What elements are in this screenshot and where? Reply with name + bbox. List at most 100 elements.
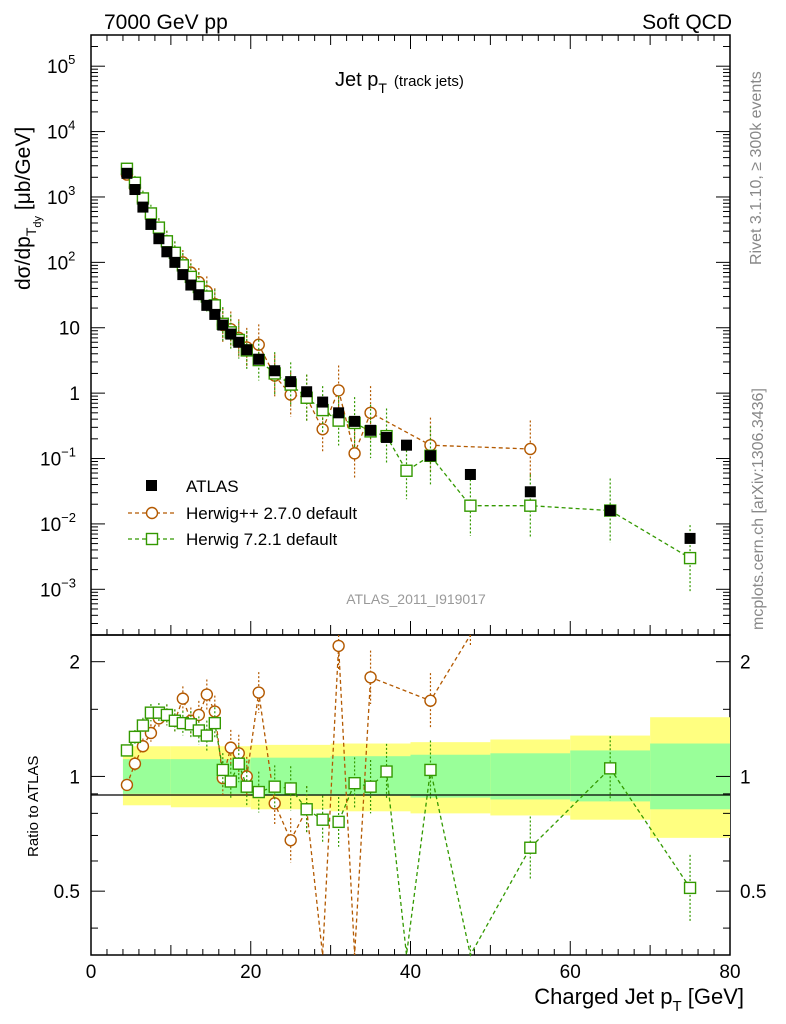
data-point: [128, 730, 142, 744]
data-point: [284, 782, 297, 795]
data-point: [252, 785, 265, 799]
x-tick-label: 40: [400, 962, 421, 983]
data-point: [233, 336, 245, 348]
data-point: [176, 692, 190, 705]
data-point: [301, 386, 313, 398]
data-point: [364, 780, 377, 793]
data-point: [240, 780, 253, 793]
legend-marker-herwig7: [145, 532, 159, 546]
data-point: [524, 499, 537, 512]
y-tick-label: 105: [47, 52, 75, 78]
rivet-version-text: Rivet 3.1.10, ≥ 300k events: [748, 71, 765, 265]
legend-label-atlas: ATLAS: [186, 477, 239, 496]
data-point: [137, 201, 149, 213]
legend-label-herwig7: Herwig 7.2.1 default: [186, 530, 337, 549]
data-point: [161, 246, 173, 258]
data-point: [193, 289, 205, 301]
ratio-y-tick-label: 0.5: [54, 882, 80, 903]
header-right: Soft QCD: [642, 11, 732, 34]
plot-title: Jet pT (track jets): [335, 69, 464, 96]
data-point: [136, 740, 150, 753]
y-tick-label: 10−1: [40, 445, 76, 471]
data-point: [604, 505, 616, 517]
data-point: [208, 716, 222, 730]
ratio-y-tick-label: 1: [69, 767, 80, 788]
data-point: [524, 841, 537, 854]
data-point: [300, 803, 313, 816]
x-tick-label: 20: [240, 962, 261, 983]
data-point: [224, 775, 237, 788]
x-tick-label: 60: [560, 962, 581, 983]
data-point: [424, 763, 437, 777]
ratio-y-tick-label-right: 2: [740, 653, 751, 674]
data-point: [401, 439, 413, 451]
data-point: [128, 757, 142, 770]
y-tick-label: 10−3: [40, 575, 76, 601]
data-point: [683, 551, 697, 565]
data-point: [129, 184, 141, 196]
data-point: [285, 376, 297, 388]
data-point: [683, 881, 697, 895]
data-point: [524, 442, 537, 456]
data-point: [317, 396, 329, 408]
analysis-watermark: ATLAS_2011_I919017: [346, 591, 486, 607]
data-point: [424, 450, 436, 462]
y-tick-label: 102: [47, 248, 75, 274]
y-tick-label: 10−2: [40, 510, 76, 536]
data-point: [120, 744, 134, 757]
data-point: [348, 776, 361, 790]
data-point: [209, 308, 221, 320]
data-point: [349, 415, 361, 427]
data-point: [232, 757, 245, 770]
data-point: [333, 407, 345, 419]
ratio-y-tick-label-right: 0.5: [740, 882, 766, 903]
ratio-y-tick-label-right: 1: [740, 767, 751, 788]
data-point: [253, 353, 265, 365]
data-point: [365, 424, 377, 436]
data-point: [185, 279, 197, 291]
data-point: [684, 532, 696, 544]
data-point: [144, 207, 158, 220]
mcplots-reference-text: mcplots.cern.ch [arXiv:1306.3436]: [750, 388, 767, 630]
data-point: [252, 686, 265, 699]
data-point: [177, 269, 189, 281]
main-y-axis-label: dσ/dpTdy [μb/GeV]: [12, 127, 44, 290]
legend: ATLAS Herwig++ 2.7.0 default Herwig 7.2.…: [128, 477, 357, 549]
data-point: [121, 167, 133, 179]
data-point: [268, 780, 281, 793]
data-point: [364, 671, 377, 684]
data-point: [216, 763, 229, 777]
data-point: [348, 447, 361, 460]
data-point: [332, 815, 345, 829]
data-point: [424, 438, 437, 452]
data-point: [464, 499, 477, 512]
y-tick-label: 104: [47, 118, 75, 144]
y-tick-label: 103: [47, 183, 75, 209]
data-point: [201, 299, 213, 311]
header-left: 7000 GeV pp: [104, 11, 228, 34]
ratio-uncertainty-bands: [122, 717, 730, 838]
data-point: [136, 719, 150, 732]
data-point: [424, 694, 437, 707]
data-point: [603, 762, 617, 775]
data-point: [217, 319, 229, 331]
series-line: [126, 168, 691, 559]
data-point: [241, 344, 253, 356]
data-point: [145, 218, 157, 230]
x-axis-label: Charged Jet pT [GeV]: [534, 984, 744, 1015]
ratio-y-tick-label: 2: [69, 653, 80, 674]
data-point: [316, 813, 329, 826]
data-point: [200, 729, 214, 742]
data-point: [200, 688, 214, 701]
ratio-band-inner: [490, 753, 571, 800]
y-tick-label: 1: [69, 384, 80, 405]
data-point: [284, 834, 297, 847]
ratio-band-inner: [410, 754, 491, 798]
legend-label-herwigpp: Herwig++ 2.7.0 default: [186, 504, 357, 523]
data-point: [381, 431, 393, 443]
data-point: [380, 765, 393, 778]
data-point: [269, 365, 281, 377]
x-tick-label: 0: [86, 962, 97, 983]
data-point: [225, 328, 237, 340]
